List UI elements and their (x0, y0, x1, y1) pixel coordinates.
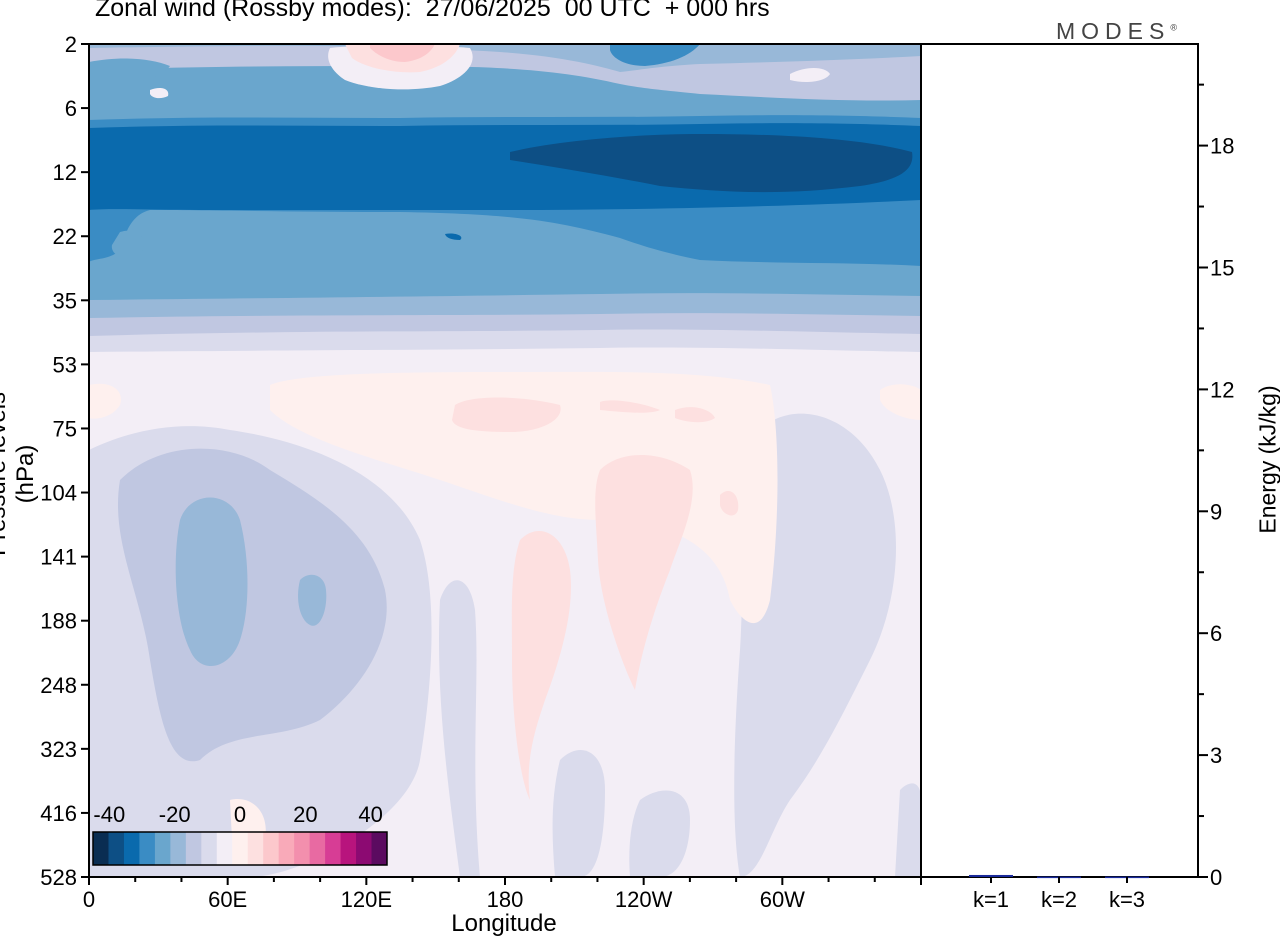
energy-tick-label: 12 (1210, 377, 1234, 402)
positive-regions (89, 371, 921, 855)
energy-tick-label: 15 (1210, 255, 1234, 280)
y-tick-label: 104 (40, 481, 77, 506)
colorbar-swatch (309, 832, 326, 865)
x-tick-label: 120W (615, 887, 673, 912)
chart-title: Zonal wind (Rossby modes): 27/06/2025 00… (95, 0, 770, 22)
x-axis-label: Longitude (451, 910, 557, 937)
colorbar-tick-label: 40 (358, 802, 382, 827)
y-axis-label: Pressure levels (hPa) (0, 391, 39, 557)
energy-tick-label: 0 (1210, 865, 1222, 890)
y-tick-label: 188 (40, 609, 77, 634)
colorbar: -40 -20 0 20 40 (92, 802, 388, 866)
colorbar-swatch (216, 832, 233, 865)
colorbar-tick-label: -20 (159, 802, 191, 827)
energy-frame (920, 43, 1199, 878)
energy-category-label: k=3 (1109, 887, 1145, 912)
x-axis-ticks: 0 60E 120E 180 120W 60W (83, 877, 922, 912)
colorbar-swatch (325, 832, 342, 865)
colorbar-tick-label: -40 (93, 802, 125, 827)
energy-tick-label: 6 (1210, 621, 1222, 646)
colorbar-swatch (185, 832, 202, 865)
logo-text: MODES (1056, 18, 1171, 44)
colorbar-swatch (356, 832, 373, 865)
y-tick-label: 53 (53, 352, 77, 377)
colorbar-tick-label: 0 (234, 802, 246, 827)
energy-category-label: k=2 (1041, 887, 1077, 912)
y-tick-label: 22 (53, 224, 77, 249)
colorbar-swatch (139, 832, 156, 865)
colorbar-swatch (294, 832, 311, 865)
colorbar-swatch (278, 832, 295, 865)
colorbar-swatch (154, 832, 171, 865)
stratosphere-bands (89, 44, 921, 352)
colorbar-swatch (123, 832, 140, 865)
x-tick-label: 0 (83, 887, 95, 912)
y-tick-label: 2 (65, 32, 77, 57)
x-tick-label: 180 (487, 887, 524, 912)
energy-tick-label: 9 (1210, 499, 1222, 524)
x-tick-label: 60W (760, 887, 805, 912)
energy-axis-label: Energy (kJ/kg) (1254, 385, 1280, 534)
energy-tick-label: 18 (1210, 134, 1234, 159)
y-tick-label: 75 (53, 416, 77, 441)
modes-logo: MODES® (1056, 18, 1177, 45)
x-tick-label: 60E (208, 887, 247, 912)
colorbar-swatch (108, 832, 125, 865)
colorbar-swatch (247, 832, 264, 865)
lower-negative-regions (89, 413, 921, 877)
y-tick-label: 248 (40, 673, 77, 698)
energy-category-label: k=1 (973, 887, 1009, 912)
y-tick-label: 35 (53, 288, 77, 313)
colorbar-swatch (371, 832, 388, 865)
y-tick-label: 12 (53, 160, 77, 185)
y-tick-label: 141 (40, 545, 77, 570)
energy-tick-label: 3 (1210, 743, 1222, 768)
colorbar-swatch (201, 832, 218, 865)
y-tick-label: 323 (40, 737, 77, 762)
x-tick-label: 120E (341, 887, 392, 912)
energy-axis-ticks: 0 3 6 9 12 15 18 (1198, 83, 1234, 890)
energy-bar (969, 874, 1013, 877)
colorbar-swatch (93, 832, 109, 865)
colorbar-swatch (232, 832, 249, 865)
colorbar-swatch (340, 832, 357, 865)
y-axis-ticks: 2 6 12 22 35 53 75 104 141 188 248 323 416 528 (40, 32, 89, 890)
y-tick-label: 416 (40, 801, 77, 826)
logo-registered-mark: ® (1170, 22, 1177, 33)
y-tick-label: 528 (40, 865, 77, 890)
colorbar-swatch (170, 832, 187, 865)
colorbar-swatch (263, 832, 280, 865)
colorbar-tick-label: 20 (293, 802, 317, 827)
y-tick-label: 6 (65, 96, 77, 121)
energy-bars: k=1 k=2 k=3 (969, 874, 1149, 912)
heatmap-plot-area (89, 44, 921, 877)
colorbar-frame (92, 831, 388, 866)
